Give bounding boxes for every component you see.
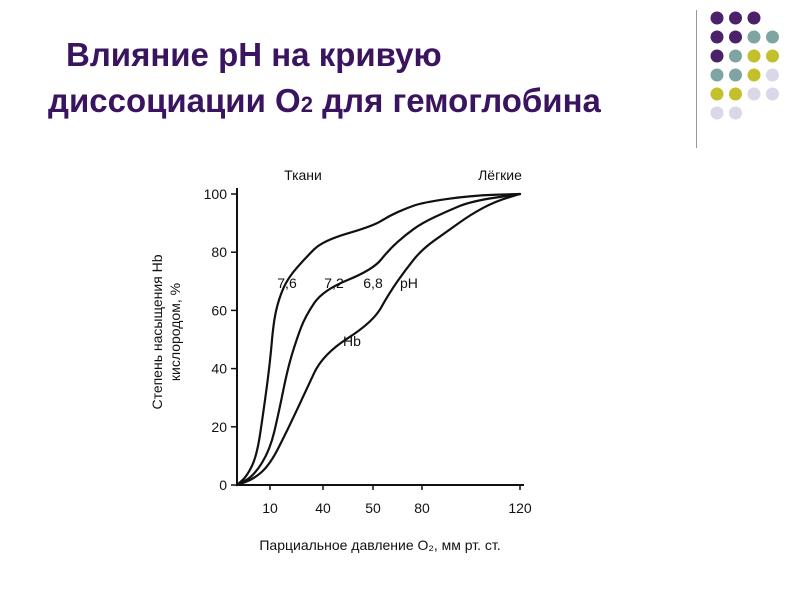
annotation-hb: Hb [343,333,361,349]
decor-dot [710,106,724,120]
y-tick-label: 60 [211,302,227,318]
y-axis-label-line1: Степень насыщения Hb [149,254,165,409]
decor-dot [747,49,761,63]
chart-dissociation-curve: 0 20 40 60 80 100 10 40 50 80 120 7,6 7,2 6,8 Степе… [149,167,532,553]
x-tick-label: 40 [315,500,331,516]
decor-dot [766,49,779,63]
decor-dot-grid [710,11,779,120]
decor-dot [729,49,742,63]
decor-dot [710,30,724,44]
x-tick-label: 50 [365,500,381,516]
curve-ph-1 [235,192,522,487]
decor-dot [710,68,724,82]
y-tick-label: 80 [211,244,227,260]
x-tick-label: 120 [508,500,532,516]
curve-ph-0 [235,192,522,487]
curve-labels: 7,6 7,2 6,8 [277,275,383,291]
decor-dot [729,68,742,82]
decor-dot [729,30,742,44]
decor-dot [729,87,742,101]
slide-title: Влияние pH на кривую диссоциации O2 для … [40,32,700,128]
y-ticks: 0 20 40 60 80 100 [204,186,237,493]
decor-dot [766,30,779,44]
curve-label-ph: 7,6 [277,275,297,291]
title-line-1: Влияние pH на кривую [66,36,442,73]
decor-dot [710,11,724,25]
y-axis-label-line2: кислородом, % [167,283,183,381]
annotation-ph: pH [400,275,418,291]
decor-dot [747,68,761,82]
title-subscript: 2 [300,92,313,117]
curve-ph-2 [235,192,522,487]
annotation-lungs: Лёгкие [478,167,522,183]
y-tick-label: 40 [211,361,227,377]
decor-dot [710,87,724,101]
decor-dot [747,87,761,101]
decor-dot [729,11,742,25]
decor-dot [729,106,742,120]
chart-axes [236,188,524,486]
x-axis-label: Парциальное давление O₂, мм рт. ст. [259,537,500,553]
title-line-2-end: для гемоглобина [312,82,601,119]
curve-label-ph: 6,8 [363,275,383,291]
decor-dot [710,49,724,63]
curves [235,192,522,487]
decor-dot [766,87,779,101]
x-tick-label: 80 [414,500,430,516]
curve-label-ph: 7,2 [324,275,344,291]
title-line-2-start: диссоциации O [48,82,301,119]
decor-dot [747,30,761,44]
title-line-2: диссоциации O2 для гемоглобина [40,78,700,128]
annotation-tissues: Ткани [284,167,322,183]
x-tick-label: 10 [262,500,278,516]
x-ticks: 10 40 50 80 120 [262,485,532,516]
y-tick-label: 100 [204,186,228,202]
y-tick-label: 0 [219,477,227,493]
decor-dot [747,11,761,25]
decor-divider [696,10,697,148]
decor-dot [766,68,779,82]
y-tick-label: 20 [211,419,227,435]
